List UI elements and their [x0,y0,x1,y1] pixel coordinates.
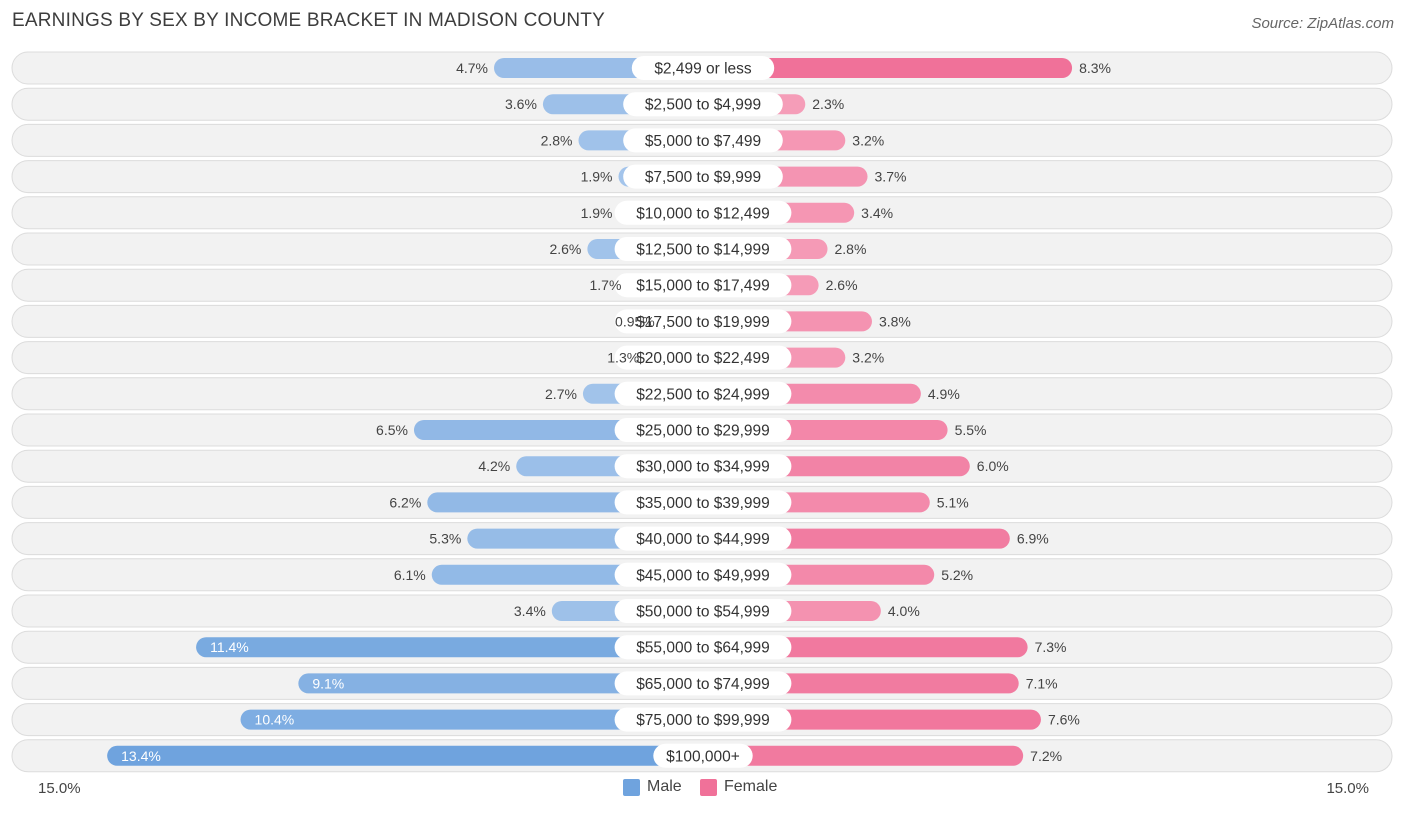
category-label-bg [614,707,792,732]
category-label: $45,000 to $49,999 [636,567,770,584]
category-label: $25,000 to $29,999 [636,423,770,440]
category-label: $2,500 to $4,999 [645,97,761,114]
category-label: $100,000+ [666,748,740,765]
category-label: $30,000 to $34,999 [636,459,770,476]
category-label-bg [614,418,792,442]
male-value-label: 4.2% [478,458,510,474]
legend-item-male[interactable]: Male [623,778,682,796]
male-bar [107,745,713,766]
male-value-label: 3.6% [505,96,537,112]
female-value-label: 4.0% [888,603,920,619]
category-label: $20,000 to $22,499 [636,350,770,367]
category-label-bg [631,56,775,80]
male-bar [196,637,713,658]
category-label: $75,000 to $99,999 [636,712,770,729]
category-label: $65,000 to $74,999 [636,676,770,693]
female-value-label: 3.8% [879,313,911,329]
category-label-bg [614,345,792,370]
category-label: $5,000 to $7,499 [645,133,761,150]
category-label-bg [614,200,792,225]
category-label-bg [614,237,792,261]
axis-right-label: 15.0% [1326,780,1369,797]
female-value-label: 2.6% [826,277,858,293]
female-value-label: 6.9% [1017,531,1049,547]
chart-title: EARNINGS BY SEX BY INCOME BRACKET IN MAD… [12,10,605,31]
male-value-label: 6.2% [389,494,421,510]
legend-label-male: Male [647,778,682,795]
legend-swatch-male [623,778,640,796]
male-value-label: 6.5% [376,422,408,438]
category-label-bg [614,309,792,334]
category-label-bg [614,599,792,623]
male-value-label: 11.4% [210,639,249,655]
category-label: $22,500 to $24,999 [636,386,770,403]
category-label-bg [614,671,792,696]
category-label-bg [614,273,792,298]
category-label-bg [623,92,783,117]
category-label: $55,000 to $64,999 [636,640,770,657]
legend-item-female[interactable]: Female [700,778,777,796]
male-value-label: 1.7% [589,277,621,293]
legend-swatch-female [700,778,717,796]
male-value-label: 2.7% [545,386,577,402]
female-value-label: 3.4% [861,205,893,221]
female-bar [693,745,1024,766]
female-value-label: 5.5% [955,422,987,438]
category-label: $35,000 to $39,999 [636,495,770,512]
male-bar [240,709,713,730]
category-label: $12,500 to $14,999 [636,242,770,259]
male-value-label: 0.95% [615,313,655,329]
axis-left-label: 15.0% [38,780,81,797]
female-value-label: 7.3% [1035,639,1067,655]
male-value-label: 10.4% [255,712,295,728]
female-value-label: 6.0% [977,458,1009,474]
female-value-label: 5.1% [937,494,969,510]
category-label-bg [614,490,792,515]
female-value-label: 3.2% [852,350,884,366]
male-bar [298,673,713,694]
female-value-label: 2.3% [812,96,844,112]
source-label: Source: ZipAtlas.com [1251,15,1394,32]
female-value-label: 4.9% [928,386,960,402]
male-value-label: 2.8% [541,132,573,148]
male-value-label: 1.9% [581,205,613,221]
category-label: $50,000 to $54,999 [636,604,770,621]
male-value-label: 1.3% [607,350,639,366]
male-value-label: 5.3% [429,531,461,547]
male-value-label: 6.1% [394,567,426,583]
category-label: $10,000 to $12,499 [636,205,770,222]
category-label-bg [614,562,792,587]
category-label: $7,500 to $9,999 [645,169,761,186]
male-value-label: 9.1% [312,675,344,691]
female-value-label: 8.3% [1079,60,1111,76]
female-value-label: 3.2% [852,132,884,148]
female-value-label: 7.1% [1026,675,1058,691]
male-value-label: 2.6% [549,241,581,257]
male-value-label: 3.4% [514,603,546,619]
legend-label-female: Female [724,778,778,795]
female-value-label: 2.8% [835,241,867,257]
category-label-bg [614,526,792,551]
female-value-label: 7.2% [1030,748,1062,764]
category-label: $2,499 or less [654,61,752,78]
category-label-bg [623,128,783,153]
category-label-bg [614,635,792,660]
category-label-bg [614,454,792,479]
category-label: $15,000 to $17,499 [636,278,770,295]
male-value-label: 1.9% [581,169,613,185]
male-value-label: 13.4% [121,748,161,764]
female-bar [693,58,1073,78]
category-label-bg [623,164,783,189]
category-label-bg [614,381,792,406]
category-label-bg [653,743,753,768]
bar-chart: $2,499 or less 4.7% 8.3% $2,500 to $4,999 3.… [11,51,1393,773]
female-value-label: 5.2% [941,567,973,583]
category-label: $17,500 to $19,999 [636,314,770,331]
male-value-label: 4.7% [456,60,488,76]
female-value-label: 7.6% [1048,712,1080,728]
legend: Male Female [0,778,1406,800]
category-label: $40,000 to $44,999 [636,531,770,548]
female-value-label: 3.7% [875,169,907,185]
